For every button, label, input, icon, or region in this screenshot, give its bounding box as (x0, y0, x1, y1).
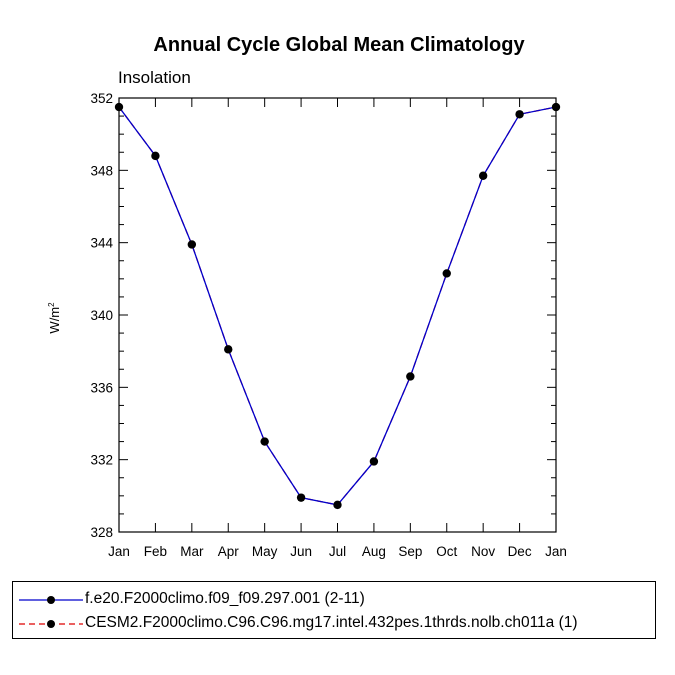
data-point (478, 171, 488, 180)
x-tick-label: Sep (398, 544, 422, 559)
data-point (151, 151, 160, 161)
series-line (118, 106, 557, 506)
data-point (260, 437, 269, 446)
chart-title: Annual Cycle Global Mean Climatology (153, 34, 525, 56)
legend-entry-2: CESM2.F2000climo.C96.C96.mg17.intel.432p… (13, 613, 653, 635)
data-point (333, 500, 342, 510)
x-tick-label: Jan (108, 544, 130, 559)
legend-label-1: f.e20.F2000climo.f09_f09.297.001 (2-11) (85, 590, 365, 607)
legend-swatch-1 (19, 596, 83, 604)
chart-canvas: Annual Cycle Global Mean Climatology Ins… (47, 34, 567, 559)
data-point (369, 457, 379, 466)
y-tick-label: 344 (90, 236, 113, 251)
data-point (406, 372, 415, 381)
y-tick-label: 336 (90, 380, 113, 395)
data-point (224, 345, 233, 354)
x-tick-label: Aug (362, 544, 386, 559)
x-tick-label: Apr (218, 544, 240, 559)
y-tick-label: 328 (90, 525, 113, 540)
x-tick-label: Mar (180, 544, 204, 559)
data-point (442, 269, 451, 278)
data-point (515, 110, 524, 119)
y-tick-label: 340 (90, 308, 113, 323)
x-tick-label: Jan (545, 544, 567, 559)
y-tick-label: 332 (90, 453, 113, 468)
legend-entry-1: f.e20.F2000climo.f09_f09.297.001 (2-11) (13, 589, 653, 611)
x-tick-label: Jun (290, 544, 312, 559)
x-tick-label: Nov (471, 544, 495, 559)
series-line (118, 106, 557, 506)
x-tick-label: May (252, 544, 278, 559)
legend-label-2: CESM2.F2000climo.C96.C96.mg17.intel.432p… (85, 614, 578, 631)
data-point (187, 240, 197, 249)
y-axis-label: W/m2 (47, 302, 62, 334)
data-point (296, 493, 306, 502)
x-tick-label: Dec (508, 544, 532, 559)
y-tick-label: 348 (90, 163, 113, 178)
plot-frame (118, 97, 557, 533)
x-tick-label: Feb (144, 544, 167, 559)
x-tick-label: Oct (436, 544, 457, 559)
y-tick-label: 352 (90, 91, 113, 106)
x-tick-label: Jul (329, 544, 346, 559)
chart-subtitle: Insolation (118, 68, 191, 87)
legend: f.e20.F2000climo.f09_f09.297.001 (2-11) … (12, 581, 656, 639)
legend-swatch-2 (19, 620, 83, 628)
